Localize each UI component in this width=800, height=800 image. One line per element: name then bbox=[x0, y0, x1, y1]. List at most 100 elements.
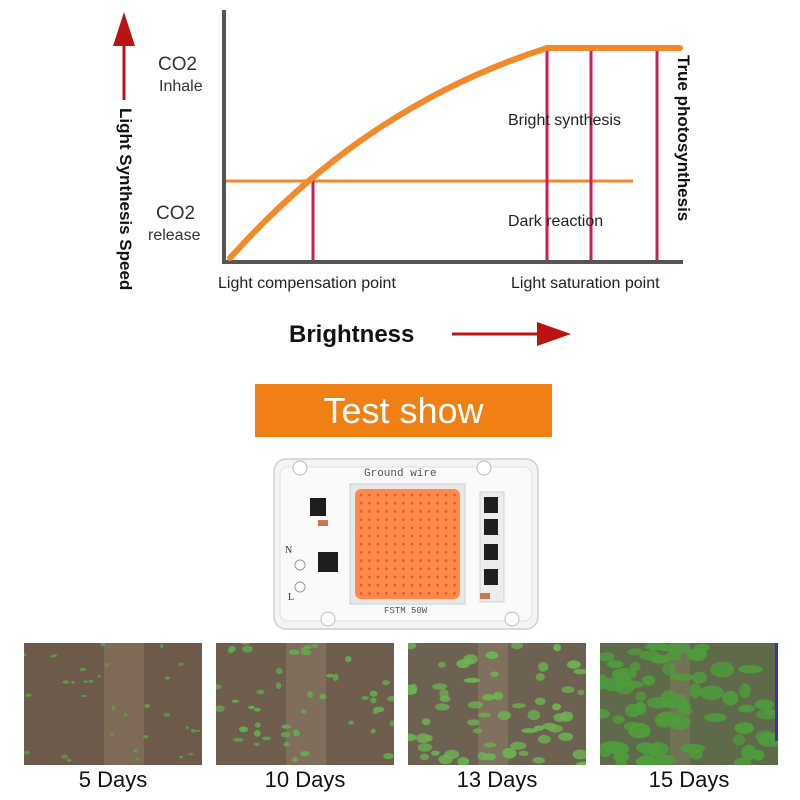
seedling bbox=[600, 709, 610, 719]
led-emitter bbox=[453, 510, 456, 513]
seedling bbox=[280, 732, 291, 738]
seedling bbox=[109, 733, 115, 736]
led-emitter bbox=[368, 559, 371, 562]
bright-synthesis-label: Bright synthesis bbox=[508, 112, 621, 129]
seedling bbox=[190, 729, 196, 733]
seedling bbox=[600, 652, 615, 662]
chip-model-label: FSTM 50W bbox=[384, 606, 428, 616]
photosynthesis-curve bbox=[227, 45, 683, 261]
seedling bbox=[635, 691, 647, 702]
seedling bbox=[567, 660, 581, 669]
banner-title: Test show bbox=[323, 389, 484, 431]
led-emitter bbox=[393, 501, 397, 505]
seedling bbox=[304, 645, 312, 650]
led-emitter bbox=[359, 583, 363, 587]
led-emitter bbox=[376, 510, 380, 513]
seedling bbox=[512, 703, 526, 709]
seedling bbox=[71, 680, 75, 684]
seedling bbox=[647, 643, 660, 651]
seedling bbox=[699, 685, 724, 701]
led-emitter bbox=[368, 501, 371, 505]
led-emitter bbox=[436, 551, 439, 554]
seedling bbox=[81, 694, 87, 698]
seedling bbox=[572, 749, 586, 760]
seedling bbox=[757, 732, 778, 747]
seedling bbox=[741, 745, 757, 761]
seedling bbox=[463, 677, 481, 683]
seedling bbox=[647, 741, 669, 757]
led-emitter bbox=[402, 567, 405, 571]
led-emitter bbox=[376, 567, 380, 571]
seedling bbox=[577, 689, 585, 695]
led-emitter bbox=[359, 501, 363, 505]
seedling bbox=[163, 712, 171, 717]
led-emitter bbox=[436, 559, 439, 562]
seedling bbox=[477, 751, 487, 761]
mount-hole-top-right bbox=[476, 460, 492, 476]
seedling bbox=[438, 754, 453, 765]
led-emitter bbox=[444, 526, 448, 530]
seedling bbox=[370, 728, 376, 734]
led-emitter bbox=[427, 493, 431, 497]
seedling bbox=[467, 719, 480, 726]
seedling bbox=[242, 645, 253, 653]
led-emitter bbox=[359, 518, 363, 521]
led-emitter bbox=[385, 534, 388, 538]
led-emitter bbox=[385, 583, 388, 587]
y-axis-arrow-head bbox=[113, 12, 135, 46]
led-emitter bbox=[419, 551, 422, 554]
led-emitter bbox=[444, 501, 448, 505]
seedling bbox=[553, 644, 561, 652]
n-terminal-pad bbox=[294, 559, 306, 571]
seedling bbox=[439, 689, 449, 699]
seedling bbox=[416, 733, 430, 744]
led-emitter bbox=[368, 518, 371, 521]
led-emitter bbox=[376, 575, 380, 579]
co2-inhale-formula: CO2 bbox=[158, 54, 197, 75]
led-emitter bbox=[376, 501, 380, 505]
right-ic-2 bbox=[484, 519, 498, 535]
led-emitter bbox=[359, 575, 363, 579]
compensation-point-label: Light compensation point bbox=[218, 275, 396, 292]
led-emitter bbox=[410, 534, 414, 538]
seedling bbox=[345, 656, 352, 663]
led-emitter bbox=[376, 551, 380, 554]
led-emitter bbox=[419, 559, 422, 562]
seedling bbox=[417, 743, 433, 752]
seedling bbox=[738, 665, 763, 674]
seedling bbox=[509, 741, 527, 750]
seedling bbox=[25, 693, 32, 697]
led-emitter bbox=[419, 575, 422, 579]
led-emitter bbox=[410, 567, 414, 571]
seedling bbox=[160, 644, 164, 649]
led-emitter bbox=[393, 542, 397, 546]
led-emitter bbox=[419, 583, 422, 587]
led-emitter bbox=[444, 559, 448, 562]
seedling bbox=[240, 643, 250, 645]
led-emitter bbox=[385, 575, 388, 579]
seedling bbox=[254, 722, 261, 728]
seedling bbox=[629, 661, 641, 672]
led-emitter bbox=[444, 493, 448, 497]
seedling bbox=[256, 689, 265, 695]
seedling bbox=[231, 699, 240, 703]
seedling bbox=[535, 673, 545, 681]
led-emitter bbox=[419, 526, 422, 530]
seedling bbox=[560, 711, 574, 722]
seedling bbox=[292, 729, 300, 737]
led-emitter bbox=[393, 592, 397, 595]
growth-label-13-days: 13 Days bbox=[456, 767, 538, 792]
led-emitter bbox=[402, 575, 405, 579]
seedling bbox=[627, 648, 643, 656]
true-photosynthesis-label: True photosynthesis bbox=[674, 55, 693, 221]
seedling bbox=[483, 742, 497, 748]
led-emitter bbox=[427, 526, 431, 530]
led-emitter bbox=[368, 526, 371, 530]
seedling bbox=[62, 680, 69, 684]
seedling bbox=[97, 674, 101, 679]
seedling bbox=[532, 757, 545, 764]
led-emitter bbox=[427, 567, 431, 571]
led-emitter bbox=[436, 567, 439, 571]
led-emitter bbox=[427, 592, 431, 595]
led-emitter bbox=[385, 551, 388, 554]
